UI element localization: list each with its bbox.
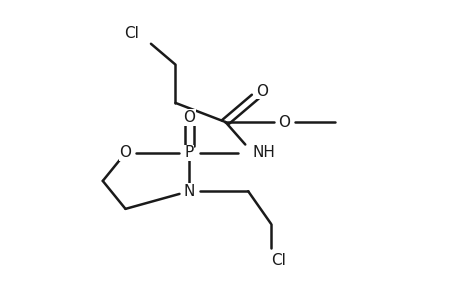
Text: O: O — [119, 146, 131, 160]
Text: O: O — [255, 84, 267, 99]
Text: P: P — [184, 146, 193, 160]
Text: NH: NH — [252, 146, 275, 160]
Text: Cl: Cl — [124, 26, 139, 41]
Text: O: O — [183, 110, 195, 125]
Text: Cl: Cl — [270, 253, 285, 268]
Text: O: O — [278, 115, 290, 130]
Text: N: N — [183, 184, 194, 199]
